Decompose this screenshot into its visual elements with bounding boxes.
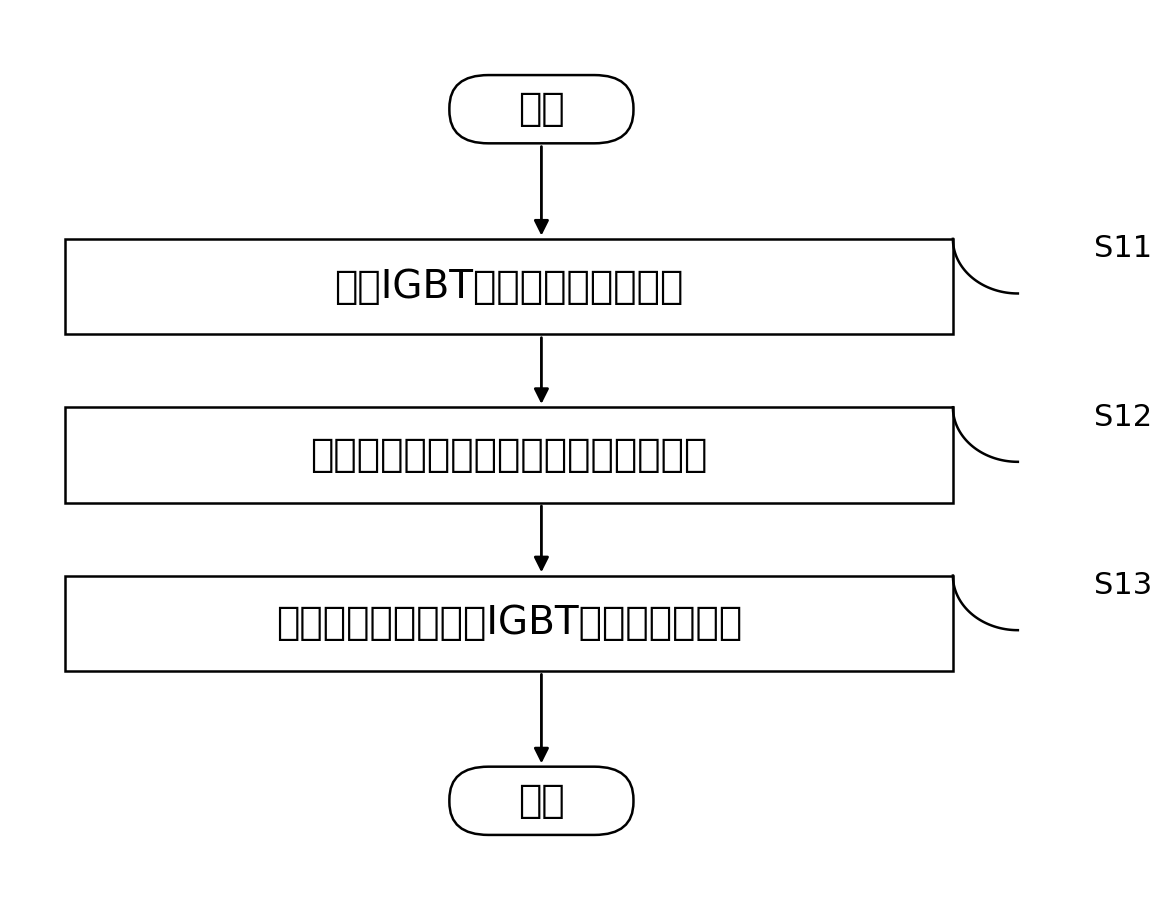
Text: S11: S11: [1094, 234, 1150, 263]
Text: 结束: 结束: [518, 782, 565, 820]
Text: 开始: 开始: [518, 90, 565, 128]
Bar: [64, 576, 953, 672]
Text: 建立IGBT模块的阻抗等效模型: 建立IGBT模块的阻抗等效模型: [335, 268, 683, 306]
FancyBboxPatch shape: [450, 76, 634, 143]
Bar: [64, 238, 953, 334]
Text: S13: S13: [1094, 571, 1150, 600]
FancyBboxPatch shape: [450, 766, 634, 835]
Text: 获取阻抗等效模型中每个支路的端阻抗: 获取阻抗等效模型中每个支路的端阻抗: [310, 436, 707, 474]
Text: 根据端阻抗计算所述IGBT模块的寄生电感: 根据端阻抗计算所述IGBT模块的寄生电感: [276, 604, 742, 642]
Bar: [64, 408, 953, 502]
Text: S12: S12: [1094, 402, 1150, 431]
